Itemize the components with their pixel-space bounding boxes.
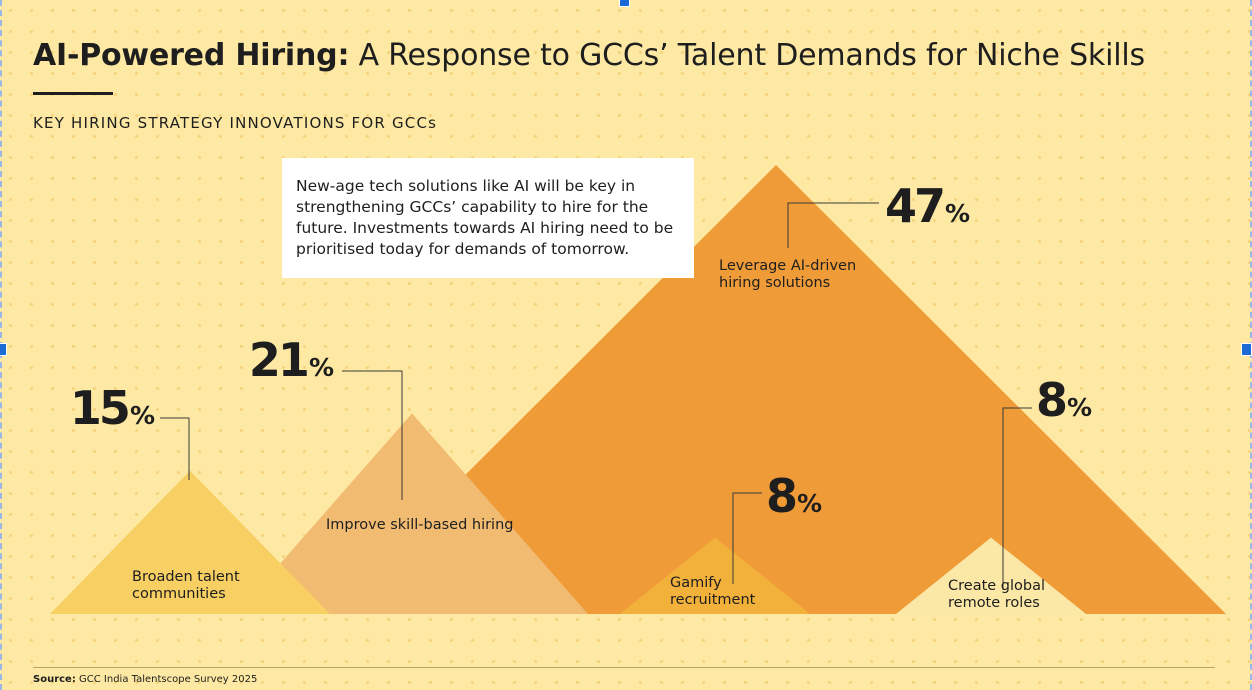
leader-line-1 (160, 417, 190, 480)
value-label-5: 8% (1036, 373, 1092, 427)
category-label-line: Gamify (670, 575, 722, 591)
source-note: Source: GCC India Talentscope Survey 202… (33, 674, 257, 685)
resize-handle-left[interactable] (0, 343, 7, 356)
value-label-4: 8% (766, 469, 822, 523)
category-label-line: Improve skill-based hiring (326, 517, 513, 533)
leader-line-5 (1002, 407, 1032, 590)
category-label-line: Broaden talent (132, 569, 240, 585)
value-number-3: 47 (885, 179, 943, 233)
chart-triangle-2 (236, 413, 588, 614)
chart-triangle-1 (50, 470, 330, 614)
chart-subtitle: KEY HIRING STRATEGY INNOVATIONS FOR GCCs (33, 114, 438, 132)
leader-line-2 (342, 370, 403, 500)
value-number-4: 8 (766, 469, 796, 523)
category-label-3: Leverage AI-driven hiring solutions (719, 258, 856, 291)
title-underline (33, 92, 113, 95)
category-label-line: hiring solutions (719, 275, 830, 291)
callout-box: New-age tech solutions like AI will be k… (282, 158, 694, 278)
leader-line-4 (732, 492, 762, 584)
category-label-1: Broaden talent communities (132, 569, 240, 602)
title-rest: A Response to GCCs’ Talent Demands for N… (358, 38, 1146, 73)
value-unit-3: % (945, 199, 970, 228)
page-title: AI-Powered Hiring: A Response to GCCs’ T… (33, 38, 1145, 73)
value-number-2: 21 (249, 333, 307, 387)
callout-text: New-age tech solutions like AI will be k… (296, 177, 674, 258)
resize-handle-top[interactable] (619, 0, 630, 7)
source-text: GCC India Talentscope Survey 2025 (79, 674, 258, 685)
chart-triangle-3 (326, 165, 1226, 614)
leader-line-3 (787, 202, 879, 248)
source-label: Source: (33, 674, 76, 685)
value-number-1: 15 (70, 381, 128, 435)
value-label-2: 21% (249, 333, 334, 387)
value-unit-2: % (309, 353, 334, 382)
footer-divider (33, 667, 1215, 668)
category-label-5: Create global remote roles (948, 578, 1045, 611)
value-label-1: 15% (70, 381, 155, 435)
chart-triangle-4 (620, 537, 810, 614)
value-label-3: 47% (885, 179, 970, 233)
category-label-line: Create global (948, 578, 1045, 594)
category-label-line: Leverage AI-driven (719, 258, 856, 274)
title-bold: AI-Powered Hiring: (33, 38, 350, 73)
value-unit-5: % (1067, 393, 1092, 422)
category-label-2: Improve skill-based hiring (326, 517, 513, 533)
value-number-5: 8 (1036, 373, 1066, 427)
value-unit-4: % (797, 489, 822, 518)
category-label-line: remote roles (948, 595, 1040, 611)
category-label-4: Gamify recruitment (670, 575, 756, 608)
value-unit-1: % (130, 401, 155, 430)
category-label-line: recruitment (670, 592, 756, 608)
category-label-line: communities (132, 586, 226, 602)
chart-triangle-5 (896, 537, 1086, 614)
